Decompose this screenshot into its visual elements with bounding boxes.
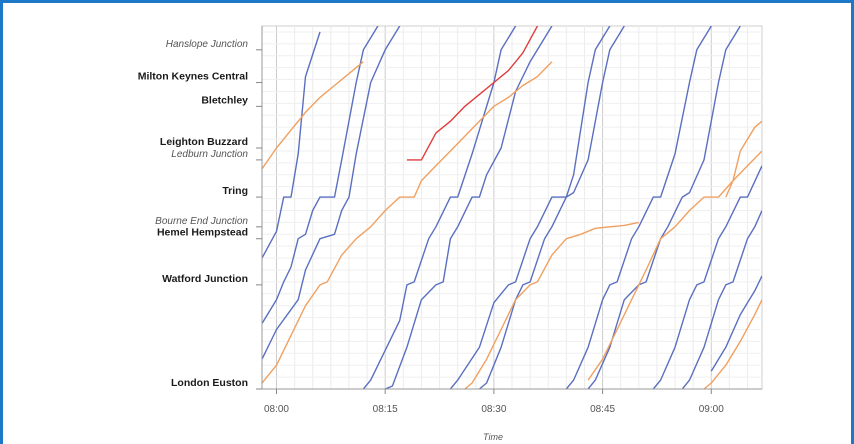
train-path: [449, 26, 611, 389]
station-label: Tring: [222, 185, 248, 197]
train-path: [565, 26, 712, 389]
time-tick-label: 08:15: [373, 404, 398, 415]
x-axis-label: Time: [483, 432, 503, 442]
station-label: Leighton Buzzard: [160, 136, 248, 148]
time-axis: 08:00 08:15 08:30 08:45 09:00: [262, 388, 762, 415]
train-path: [681, 210, 762, 389]
train-path: [464, 221, 639, 389]
station-label: Hemel Hempstead: [157, 227, 248, 239]
time-tick-label: 08:30: [481, 404, 506, 415]
train-path: [478, 26, 625, 389]
time-tick-label: 08:00: [264, 404, 289, 415]
station-label: Hanslope Junction: [166, 39, 249, 50]
series-lines: [262, 26, 762, 389]
train-path: [262, 26, 379, 324]
station-label: Milton Keynes Central: [138, 71, 248, 83]
station-label: Bletchley: [201, 94, 248, 106]
time-tick-label: 09:00: [699, 404, 724, 415]
grid: [261, 25, 763, 390]
train-path: [362, 26, 517, 389]
train-path: [406, 26, 539, 161]
train-path: [262, 61, 364, 170]
train-path: [262, 31, 321, 259]
station-label: London Euston: [171, 377, 248, 389]
train-path: [710, 275, 762, 372]
train-path: [703, 299, 762, 389]
train-path: [262, 61, 553, 384]
station-label: Ledburn Junction: [171, 149, 248, 160]
station-label: Watford Junction: [162, 273, 248, 285]
station-axis: London Euston Watford Junction Hemel Hemps…: [138, 26, 263, 390]
station-label: Bourne End Junction: [155, 216, 248, 227]
train-path: [652, 165, 762, 389]
train-path: [384, 26, 553, 389]
train-path: [262, 26, 401, 360]
train-path: [725, 120, 762, 198]
time-tick-label: 08:45: [590, 404, 615, 415]
